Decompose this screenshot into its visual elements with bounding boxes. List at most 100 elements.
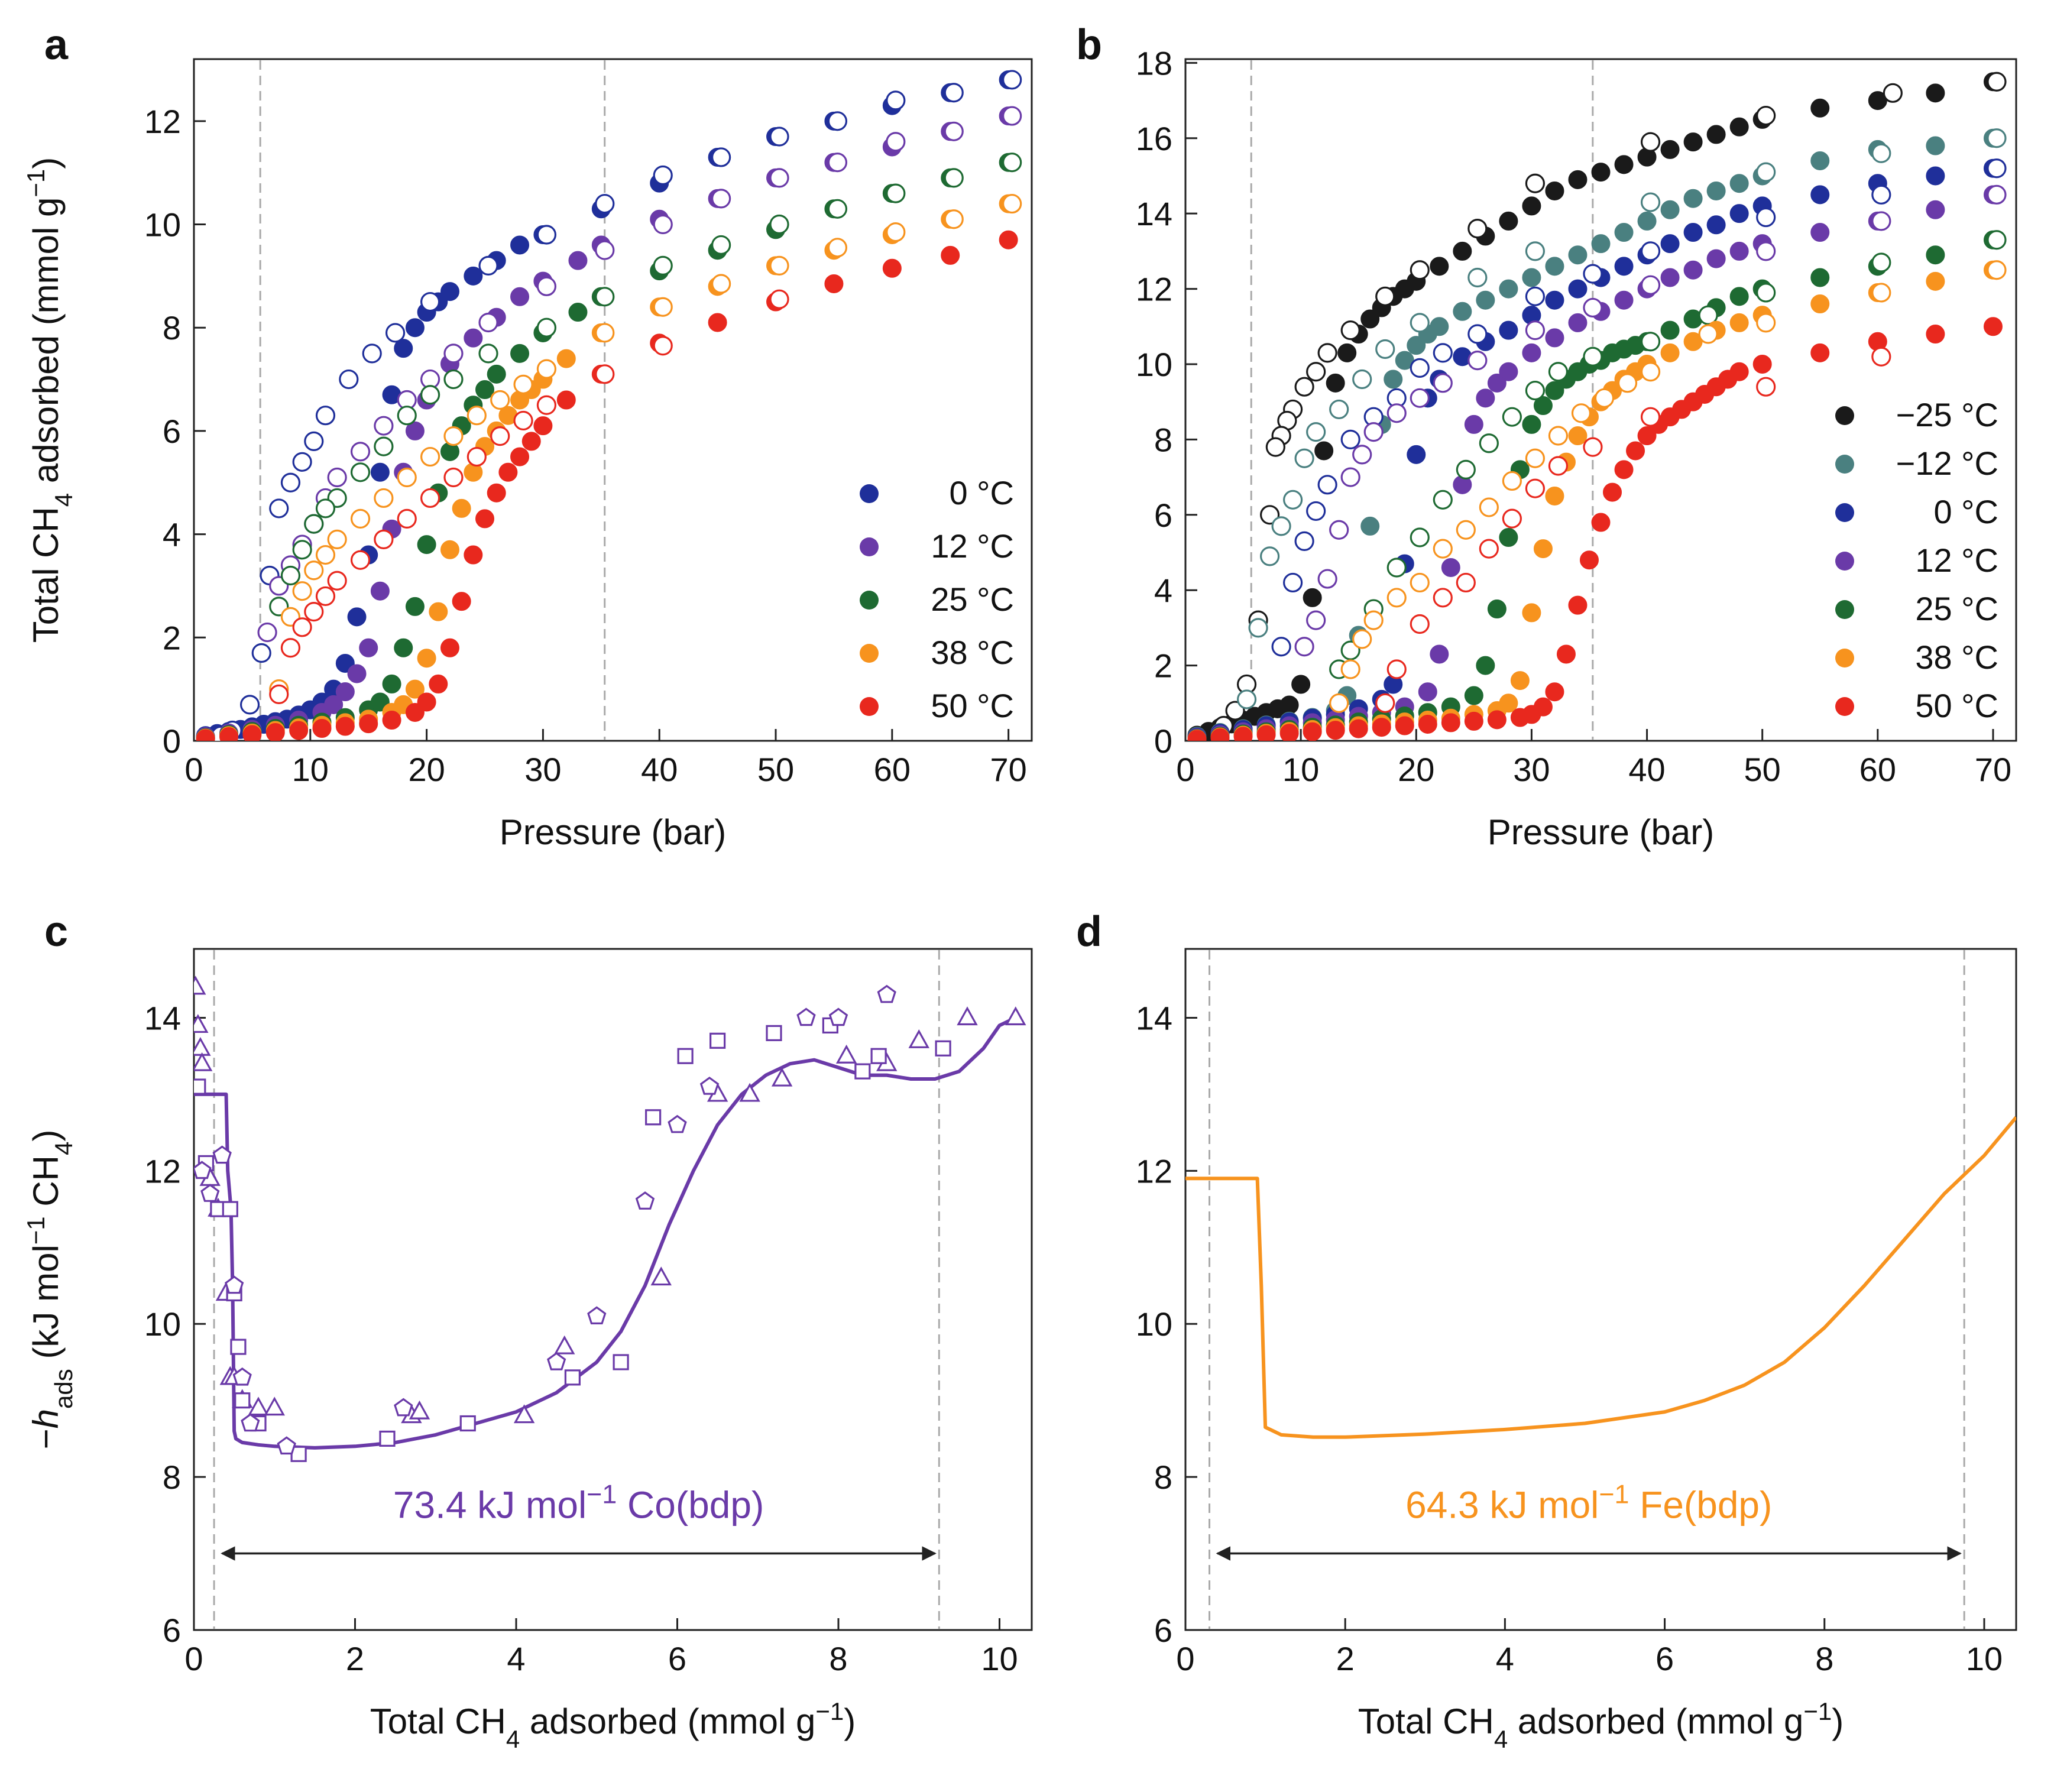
panel-a: a 0 10 20 30 40 50 60 70 0 2 4 6 8 10 12 Pressure (bar) T… [22, 21, 1033, 852]
desorption-point [269, 498, 289, 519]
data-point-triangle [957, 1006, 978, 1026]
desorption-point [1363, 422, 1384, 442]
desorption-point [1410, 260, 1430, 280]
desorption-point [886, 132, 906, 152]
desorption-point [769, 168, 789, 188]
adsorption-point [1545, 257, 1564, 276]
adsorption-point [1522, 414, 1541, 434]
adsorption-point [568, 251, 588, 270]
desorption-point [315, 586, 336, 607]
adsorption-point [1510, 671, 1530, 691]
desorption-point [1756, 207, 1776, 228]
desorption-point [1283, 490, 1303, 510]
desorption-point [327, 571, 347, 591]
data-layer-d [1185, 1116, 2016, 1439]
desorption-point [315, 498, 336, 519]
x-tick-label: 0 [184, 751, 203, 788]
data-point-square [645, 1109, 662, 1126]
desorption-point [1871, 211, 1891, 231]
x-tick-label: 20 [408, 751, 445, 788]
data-layer-c [194, 976, 1026, 1462]
desorption-point [1259, 546, 1280, 566]
adsorption-point [417, 649, 436, 668]
data-layer-a [196, 70, 1022, 741]
desorption-point [257, 622, 277, 643]
y-tick-label: 10 [1136, 1305, 1172, 1343]
desorption-point [1352, 445, 1372, 465]
desorption-point [1479, 539, 1499, 559]
y-tick-label: 8 [163, 1459, 181, 1496]
adsorption-point [1752, 354, 1772, 374]
data-point-square [870, 1048, 887, 1064]
data-point-triangle [739, 1083, 760, 1102]
desorption-point [1502, 471, 1522, 491]
desorption-point [292, 452, 312, 472]
data-point-triangle [194, 1036, 211, 1056]
desorption-point [1433, 588, 1453, 608]
adsorption-point [1407, 445, 1426, 464]
adsorption-point [1579, 550, 1599, 570]
desorption-point [1433, 539, 1453, 559]
adsorption-point [1637, 211, 1657, 231]
adsorption-point [1303, 722, 1322, 741]
y-tick-label: 0 [163, 722, 181, 760]
adsorption-point [1430, 644, 1449, 664]
desorption-point [827, 153, 848, 173]
desorption-point [1871, 184, 1891, 205]
desorption-point [350, 462, 371, 482]
adsorption-point [1810, 268, 1830, 287]
desorption-point [886, 222, 906, 242]
desorption-point [466, 406, 487, 426]
desorption-point [1525, 320, 1546, 341]
data-point-triangle [248, 1396, 269, 1416]
desorption-point [1756, 313, 1776, 333]
desorption-point [1294, 531, 1314, 551]
data-point-square [766, 1025, 782, 1041]
adsorption-point [1614, 257, 1634, 276]
x-tick-label: 60 [874, 751, 911, 788]
panel-b: b 0 10 20 30 40 50 60 70 0 2 4 6 8 10 12 14 16 18 Pressure … [1076, 21, 2017, 852]
adsorption-point [464, 328, 483, 348]
x-tick-label: 40 [1628, 751, 1665, 788]
plot-frame-a [193, 58, 1033, 742]
adsorption-point [1233, 727, 1253, 741]
data-point-square [854, 1063, 871, 1080]
desorption-point [711, 235, 731, 255]
desorption-point [1987, 184, 2007, 205]
desorption-point [1525, 286, 1546, 306]
adsorption-point [521, 432, 541, 451]
desorption-point [827, 238, 848, 258]
adsorption-point [1568, 313, 1588, 332]
desorption-point [1433, 490, 1453, 510]
adsorption-point [1487, 710, 1507, 730]
desorption-point [1525, 380, 1546, 401]
desorption-point [1987, 260, 2007, 280]
adsorption-point [452, 498, 471, 518]
adsorption-point [556, 390, 576, 410]
adsorption-point [1256, 725, 1276, 741]
desorption-point [769, 127, 789, 147]
adsorption-point [1372, 718, 1391, 737]
desorption-point [1548, 362, 1569, 382]
adsorption-point [440, 638, 459, 657]
desorption-point [711, 274, 731, 294]
adsorption-point [1810, 343, 1830, 362]
series-b-6 [1187, 317, 2003, 741]
desorption-point [536, 276, 557, 296]
desorption-point [1306, 610, 1326, 630]
adsorption-point [533, 416, 553, 436]
desorption-point [374, 488, 394, 508]
x-tick-label: 70 [1975, 751, 2011, 788]
desorption-point [1525, 478, 1546, 498]
desorption-point [350, 442, 371, 462]
x-tick-label: 50 [1744, 751, 1781, 788]
desorption-point [1259, 505, 1280, 525]
desorption-point [1640, 132, 1661, 152]
adsorption-point [1499, 362, 1518, 381]
data-point-square [459, 1415, 476, 1432]
legend-marker [860, 697, 879, 716]
adsorption-point [475, 509, 495, 529]
desorption-point [1525, 448, 1546, 468]
desorption-point [1375, 693, 1395, 713]
x-axis-label-d: Total CH4 adsorbed (mmol g−1) [1358, 1697, 1844, 1753]
